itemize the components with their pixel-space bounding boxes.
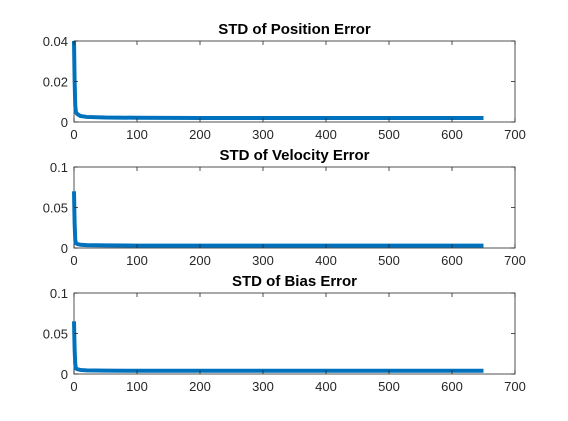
- x-tick-label: 100: [126, 127, 148, 142]
- y-tick-label: 0.1: [50, 286, 68, 301]
- y-tick-label: 0.04: [43, 34, 68, 49]
- x-tick-label: 700: [504, 253, 526, 268]
- x-tick-label: 400: [315, 253, 337, 268]
- x-tick-label: 700: [504, 379, 526, 394]
- y-tick-label: 0.05: [43, 201, 68, 216]
- x-tick-label: 600: [441, 253, 463, 268]
- y-tick-label: 0: [61, 241, 68, 256]
- x-tick-label: 0: [70, 379, 77, 394]
- series-line-1: [72, 40, 484, 120]
- axes-box: [73, 40, 516, 123]
- series-line-1: [72, 321, 484, 373]
- y-tick-label: 0.02: [43, 75, 68, 90]
- x-tick-label: 600: [441, 127, 463, 142]
- x-tick-label: 100: [126, 253, 148, 268]
- x-tick-label: 300: [252, 127, 274, 142]
- x-tick-label: 200: [189, 379, 211, 394]
- x-tick-label: 400: [315, 379, 337, 394]
- x-tick-label: 200: [189, 127, 211, 142]
- x-tick-label: 300: [252, 253, 274, 268]
- subplot-title: STD of Bias Error: [232, 273, 357, 290]
- x-tick-label: 200: [189, 253, 211, 268]
- x-tick-label: 0: [70, 127, 77, 142]
- axes-box: [73, 166, 516, 249]
- y-tick-label: 0.1: [50, 160, 68, 175]
- y-tick-label: 0: [61, 367, 68, 382]
- x-tick-label: 0: [70, 253, 77, 268]
- subplot-title: STD of Position Error: [218, 21, 371, 38]
- y-tick-label: 0: [61, 115, 68, 130]
- x-tick-label: 600: [441, 379, 463, 394]
- x-tick-label: 500: [378, 253, 400, 268]
- subplot-1: 0 100 200 300 400 500 600 700 0 0.02 0.04 STD of Po…: [43, 21, 526, 142]
- y-tick-label: 0.05: [43, 327, 68, 342]
- subplot-3: 0 100 200 300 400 500 600 700 0 0.05 0.1 STD of Bia…: [43, 273, 526, 394]
- series-line-1: [72, 191, 484, 248]
- subplot-title: STD of Velocity Error: [219, 147, 369, 164]
- x-tick-label: 500: [378, 127, 400, 142]
- axes-box: [73, 292, 516, 375]
- x-tick-label: 400: [315, 127, 337, 142]
- x-tick-label: 500: [378, 379, 400, 394]
- x-tick-label: 300: [252, 379, 274, 394]
- subplot-2: 0 100 200 300 400 500 600 700 0 0.05 0.1 STD of Vel…: [43, 147, 526, 268]
- x-tick-label: 700: [504, 127, 526, 142]
- x-tick-label: 100: [126, 379, 148, 394]
